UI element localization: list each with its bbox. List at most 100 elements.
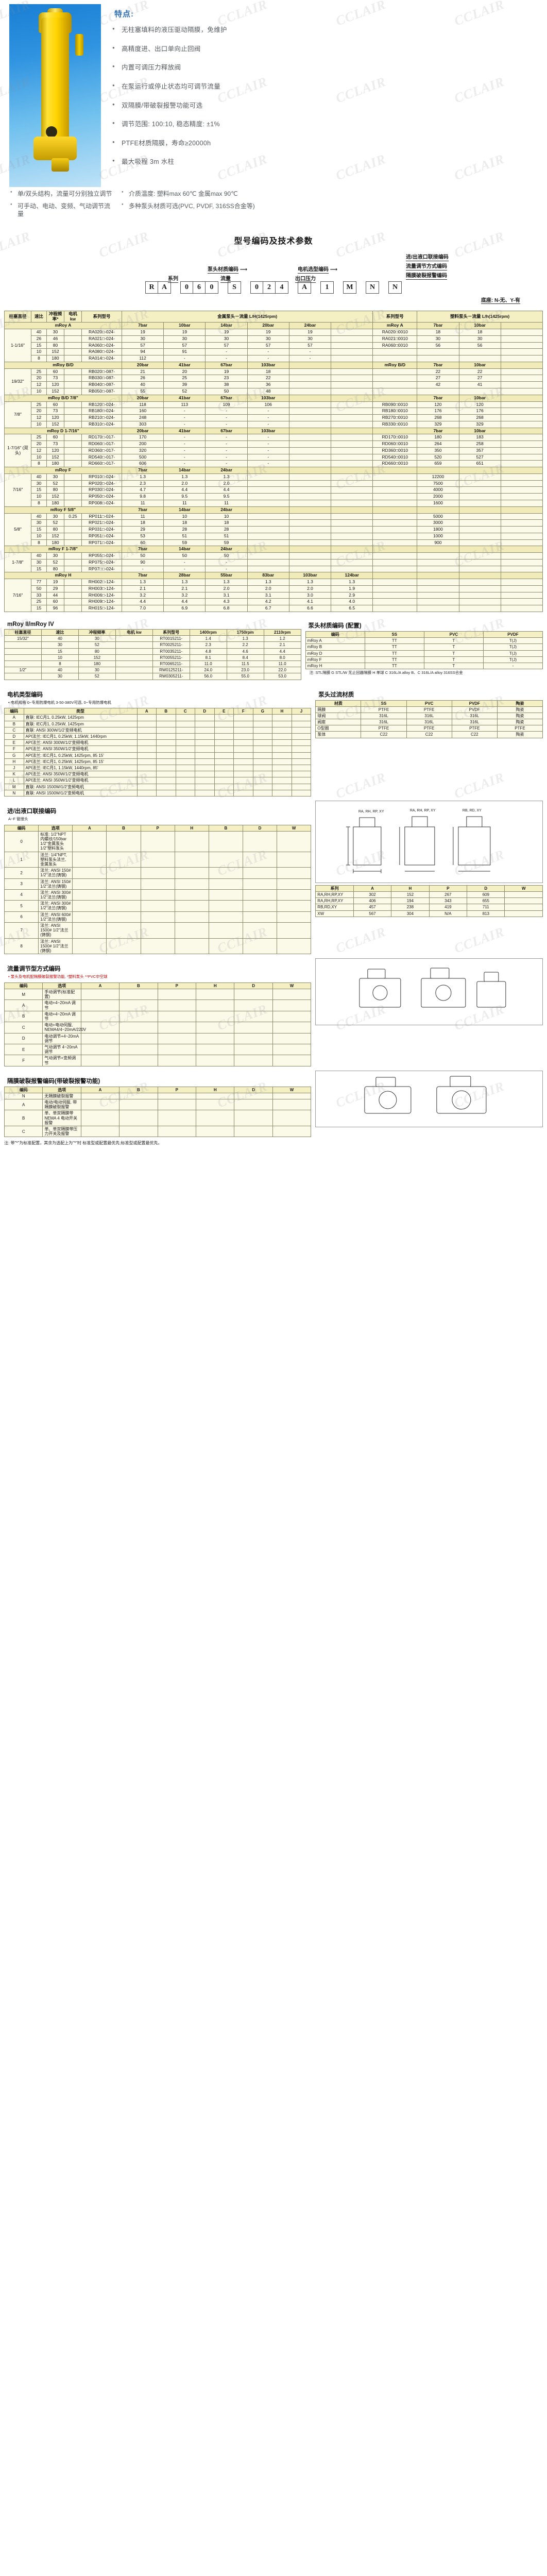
cell-metal-flow: 50	[121, 552, 164, 560]
hm-val: TT	[364, 637, 424, 645]
code-char-box[interactable]: 2	[263, 281, 276, 293]
spec-row: 15 80 RP07□□-024- - - -	[5, 565, 543, 573]
cell-plastic-flow	[500, 519, 543, 527]
cell-plastic-flow	[417, 387, 459, 395]
code-char-box[interactable]: 0	[251, 281, 263, 293]
cell-metal-flow	[288, 401, 332, 409]
svg-text:RA, RH, RP, XY: RA, RH, RP, XY	[410, 809, 436, 812]
motor-mark	[291, 714, 312, 721]
cell-metal-flow	[288, 420, 332, 428]
code-char-box[interactable]: R	[146, 281, 158, 293]
code-char-box[interactable]: A	[298, 281, 311, 293]
port-code: 0	[4, 831, 39, 852]
cell-plastic-series	[372, 486, 418, 494]
cell-metal-flow: 109	[205, 401, 248, 409]
port-mark	[106, 889, 141, 901]
spec-row: 10 152 RD540□-017- 500- - - RD540□0010 520 527	[5, 453, 543, 461]
cell-ratio: 30	[31, 480, 47, 487]
motor-desc: 直联: IEC月1, 0.25kW, 1425rpm	[23, 714, 138, 721]
motor-code: H	[4, 758, 24, 765]
mroy-cell-flow: 1.3	[226, 635, 264, 642]
section-name: mRoy B/D	[4, 361, 122, 369]
pump-outline-drawing	[315, 958, 543, 1026]
code-char-box[interactable]: 0	[206, 281, 218, 293]
cell-metal-flow: 6.6	[288, 605, 332, 612]
col-header: F	[233, 708, 253, 715]
fa-mark	[272, 1055, 312, 1066]
cell-kw	[64, 447, 82, 454]
code-char-box[interactable]: A	[158, 281, 170, 293]
cell-stroke: 30	[46, 552, 64, 560]
cell-stroke: 29	[46, 585, 64, 592]
dp-code: A	[4, 1099, 43, 1111]
port-mark	[277, 851, 312, 868]
header-row: 编码 选项 A B P H D W	[4, 1086, 312, 1093]
wetted-val: 陶瓷	[497, 731, 543, 738]
motor-mark	[195, 777, 215, 784]
col-header: D	[467, 885, 505, 892]
cell-metal-flow	[288, 440, 332, 448]
code-char-box[interactable]: M	[344, 281, 356, 293]
cell-metal-flow	[247, 519, 289, 527]
motor-mark	[214, 783, 234, 790]
motor-mark	[272, 745, 292, 753]
motor-mark	[175, 771, 196, 778]
code-char-box[interactable]: 0	[181, 281, 193, 293]
pump-base-shape	[51, 158, 69, 172]
cell-series: RH002□-124-	[81, 579, 122, 586]
port-mark	[277, 878, 312, 890]
head-material-row: mRoy A TT T T(J)	[305, 637, 543, 645]
cell-metal-flow: -	[163, 355, 206, 362]
motor-row: M 直联: ANSI 1500W/1/2'变频电机	[4, 783, 312, 790]
diaphragm-row: B 单、单双隔膜带NEMA 4 电动开关报警	[4, 1110, 312, 1126]
dp-mark	[272, 1110, 312, 1126]
port-mark	[72, 878, 107, 890]
plastic-pressure-col	[458, 506, 501, 514]
cell-metal-flow: -	[288, 348, 332, 356]
cell-metal-flow: 18	[205, 519, 248, 527]
motor-mark	[156, 777, 176, 784]
dim-val	[504, 891, 543, 899]
cell-plastic-flow	[500, 414, 543, 421]
motor-row: A 直联: IEC月1, 0.25kW, 1425rpm	[4, 714, 312, 721]
cell-metal-flow: 18	[163, 519, 206, 527]
metal-pressure-col	[288, 394, 332, 402]
port-desc: 标准: 1/2"NPT 内螺纹/150bar 1/2"金属泵头 1/2"塑料泵头	[38, 831, 73, 852]
cell-ratio: 10	[31, 348, 47, 356]
cell-metal-flow: 36	[247, 381, 289, 388]
cell-metal-flow: 1.3	[205, 473, 248, 481]
spec-row: 8 180 RA014□-024- 112- - - -	[5, 355, 543, 362]
cell-metal-flow: 2.3	[121, 480, 164, 487]
cell-plastic-flow	[500, 420, 543, 428]
cell-stroke: 30	[46, 473, 64, 481]
cell-plastic-flow	[458, 480, 501, 487]
cell-series: RA060□-024-	[81, 342, 122, 349]
cell-kw	[64, 335, 82, 343]
motor-mark	[252, 764, 273, 772]
code-char-box[interactable]: S	[228, 281, 241, 293]
cell-metal-flow	[288, 381, 332, 388]
motor-mark	[195, 745, 215, 753]
code-char-box[interactable]: N	[389, 281, 401, 293]
metal-pressure-col: 124bar	[331, 572, 373, 580]
cell-plastic-flow	[417, 565, 459, 573]
cell-kw	[64, 387, 82, 395]
code-char-box[interactable]: 4	[276, 281, 288, 293]
port-mark	[208, 831, 243, 852]
cell-ratio: 10	[31, 532, 47, 540]
code-char-box[interactable]: N	[366, 281, 379, 293]
cell-kw	[64, 473, 82, 481]
code-char-box[interactable]: 6	[193, 281, 206, 293]
port-mark	[106, 922, 141, 939]
port-mark	[174, 938, 209, 955]
plastic-section-label: mRoy B/D	[372, 361, 418, 369]
plastic-pressure-col	[500, 546, 543, 553]
code-char-box[interactable]: 1	[321, 281, 333, 293]
col-header: W	[272, 1086, 312, 1093]
cell-plastic-series	[372, 493, 418, 500]
metal-pressure-col: 67bar	[205, 394, 248, 402]
col-header: 编码	[305, 631, 365, 638]
col-header: A	[72, 824, 107, 832]
port-mark	[140, 851, 175, 868]
cell-plastic-flow	[458, 539, 501, 547]
